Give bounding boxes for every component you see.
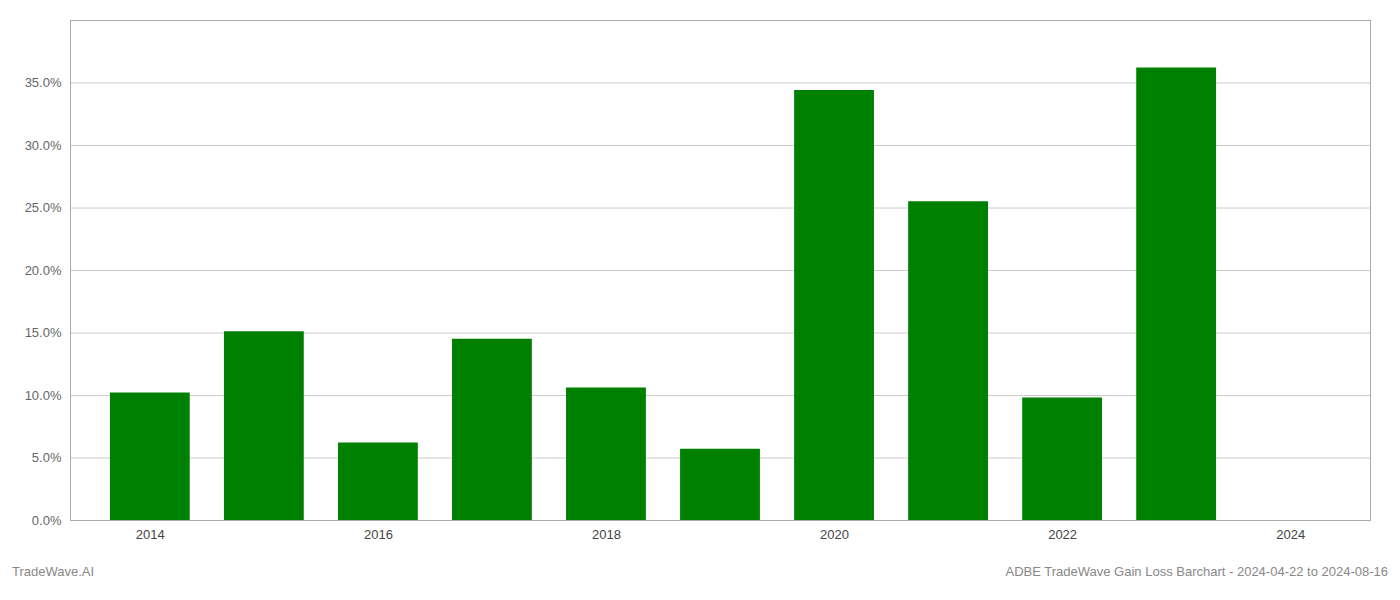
svg-text:2024: 2024 xyxy=(1276,527,1305,542)
svg-text:2014: 2014 xyxy=(136,527,165,542)
svg-text:15.0%: 15.0% xyxy=(25,325,62,340)
svg-text:5.0%: 5.0% xyxy=(32,450,62,465)
svg-text:10.0%: 10.0% xyxy=(25,388,62,403)
svg-text:2022: 2022 xyxy=(1048,527,1077,542)
svg-text:2020: 2020 xyxy=(820,527,849,542)
svg-text:20.0%: 20.0% xyxy=(25,263,62,278)
svg-text:35.0%: 35.0% xyxy=(25,75,62,90)
svg-text:0.0%: 0.0% xyxy=(32,513,62,528)
html-text:TradeWave.AI: TradeWave.AI xyxy=(12,564,95,579)
html-text:ADBE TradeWave Gain Loss Barch: ADBE TradeWave Gain Loss Barchart - 2024… xyxy=(1005,564,1388,579)
svg-text:2018: 2018 xyxy=(592,527,621,542)
svg-text:2016: 2016 xyxy=(364,527,393,542)
svg-text:30.0%: 30.0% xyxy=(25,138,62,153)
svg-text:25.0%: 25.0% xyxy=(25,200,62,215)
